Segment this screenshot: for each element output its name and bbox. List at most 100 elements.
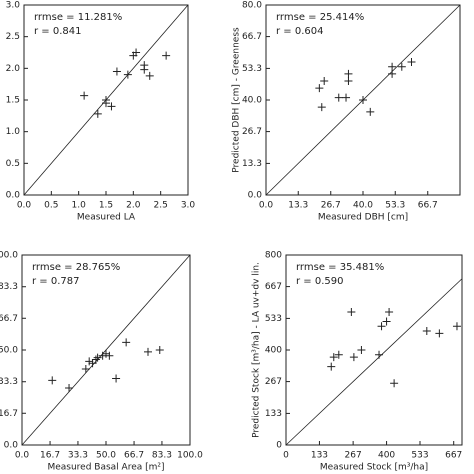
x-tick-label: 53.3 <box>385 201 405 211</box>
data-point <box>93 353 102 362</box>
data-point <box>327 362 336 371</box>
y-axis-label: Predicted DBH [cm] - Greenness <box>232 27 242 173</box>
x-axis-label: Measured DBH [cm] <box>318 213 408 223</box>
y-tick-label: 667 <box>265 282 282 292</box>
data-point <box>452 322 461 331</box>
x-tick-label: 2.0 <box>126 201 141 211</box>
y-tick-label: 33.3 <box>0 377 18 387</box>
y-axis-label: Predicted Stock [m³/ha] - LA uv+dv lin. <box>252 262 262 438</box>
y-tick-label: 26.7 <box>242 127 262 137</box>
y-tick-label: 0.0 <box>6 191 21 201</box>
y-tick-label: 16.7 <box>0 409 18 419</box>
y-tick-label: 2.0 <box>6 64 21 74</box>
x-tick-label: 100.0 <box>177 451 203 461</box>
x-tick-label: 3.0 <box>181 201 196 211</box>
panel: 0.0 0.5 1.0 1.5 2.0 2.5 3.0 0.0 0.5 1.0 1.5 2.0 2.5 3… <box>6 1 196 223</box>
x-tick-label: 50.0 <box>96 451 116 461</box>
y-tick-label: 66.7 <box>242 32 262 42</box>
data-point <box>93 109 102 118</box>
annotation: rrmse = 28.765% <box>32 262 120 273</box>
annotation: rrmse = 11.281% <box>34 12 122 23</box>
y-tick-label: 533 <box>265 314 282 324</box>
data-point <box>85 357 94 366</box>
y-tick-label: 3.0 <box>6 1 21 11</box>
x-tick-label: 400 <box>378 451 395 461</box>
annotation: r = 0.604 <box>276 26 323 37</box>
y-tick-label: 80.0 <box>242 1 262 11</box>
x-tick-label: 0.5 <box>44 201 58 211</box>
y-tick-label: 2.5 <box>6 32 20 42</box>
annotation: rrmse = 25.414% <box>276 12 364 23</box>
data-point <box>317 103 326 112</box>
y-tick-label: 0.0 <box>4 441 19 451</box>
data-point <box>122 338 131 347</box>
data-point <box>155 346 164 354</box>
y-tick-label: 0.5 <box>6 159 20 169</box>
data-point <box>48 376 57 385</box>
y-tick-label: 53.3 <box>242 64 262 74</box>
data-point <box>105 351 114 360</box>
x-axis-label: Measured Stock [m³/ha] <box>320 463 428 473</box>
data-point <box>80 91 89 100</box>
x-axis-label: Measured Basal Area [m²] <box>47 463 164 473</box>
data-point <box>98 351 107 360</box>
x-tick-label: 133 <box>311 451 328 461</box>
x-tick-label: 83.3 <box>152 451 172 461</box>
x-tick-label: 33.3 <box>68 451 88 461</box>
data-point <box>329 353 338 362</box>
x-axis-label: Measured LA <box>77 213 136 223</box>
x-tick-label: 26.7 <box>321 201 341 211</box>
y-tick-label: 40.0 <box>242 96 262 106</box>
y-tick-label: 133 <box>265 409 282 419</box>
x-tick-label: 0 <box>283 451 289 461</box>
data-point <box>359 96 367 104</box>
x-tick-label: 0.0 <box>259 201 274 211</box>
data-point <box>334 93 343 102</box>
data-point <box>342 93 351 102</box>
data-point <box>435 329 444 338</box>
y-tick-label: 13.3 <box>242 159 262 169</box>
data-point <box>388 69 397 78</box>
panel: 0.0 16.7 33.3 50.0 66.7 83.3 100.0 0.0 16.7 33.3 5… <box>0 251 203 473</box>
data-point <box>140 65 149 74</box>
panel: 0.0 13.3 26.7 40.0 53.3 66.7 0.0 13.3 26.7 40.0 53… <box>232 1 461 223</box>
data-point <box>388 62 397 71</box>
x-tick-label: 267 <box>345 451 362 461</box>
data-point <box>107 102 116 111</box>
data-point <box>397 62 406 71</box>
y-tick-label: 1.5 <box>6 96 20 106</box>
data-point <box>102 349 110 358</box>
x-tick-label: 533 <box>411 451 428 461</box>
data-point <box>320 77 329 85</box>
y-tick-label: 100.0 <box>0 251 18 261</box>
data-point <box>123 70 132 79</box>
data-point <box>162 51 171 60</box>
x-tick-label: 16.7 <box>40 451 60 461</box>
y-tick-label: 83.3 <box>0 282 18 292</box>
annotation: rrmse = 35.481% <box>296 262 384 273</box>
data-point <box>349 353 358 362</box>
data-point <box>144 347 152 356</box>
x-tick-label: 13.3 <box>288 201 308 211</box>
data-point <box>390 379 399 388</box>
data-point <box>357 346 366 354</box>
data-point <box>385 308 394 316</box>
y-tick-label: 800 <box>265 251 282 261</box>
data-point <box>344 69 353 78</box>
data-point <box>422 327 431 335</box>
x-tick-label: 66.7 <box>124 451 144 461</box>
y-tick-label: 0 <box>276 441 282 451</box>
y-tick-label: 50.0 <box>0 346 18 356</box>
data-point <box>344 77 353 85</box>
data-point <box>315 84 324 93</box>
data-point <box>112 67 121 76</box>
data-point <box>102 96 110 104</box>
data-point <box>366 107 375 116</box>
x-tick-label: 0.0 <box>17 201 32 211</box>
panel: 0 133 267 400 533 667 0 133 267 400 533 667 800 Measu… <box>252 251 463 473</box>
data-point <box>334 350 343 359</box>
data-point <box>347 308 356 316</box>
data-point <box>81 365 90 373</box>
x-tick-label: 1.0 <box>72 201 87 211</box>
